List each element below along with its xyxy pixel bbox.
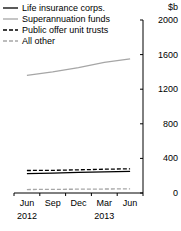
x-tick-label: Jun 2012 (17, 198, 37, 221)
y-tick (140, 20, 143, 21)
series-line (27, 169, 130, 171)
y-tick (140, 158, 143, 159)
x-tick (143, 193, 144, 196)
x-tick-label: Jun (123, 198, 138, 208)
x-tick-label-line: Dec (70, 198, 87, 208)
x-tick-label-line: Jun (20, 198, 35, 208)
x-tick (65, 193, 66, 196)
y-tick-label: 800 (163, 119, 178, 129)
x-tick (14, 193, 15, 196)
y-tick-label: 400 (163, 153, 178, 163)
x-tick-label-line: 2012 (17, 211, 37, 221)
x-tick (91, 193, 92, 196)
x-tick-label: Mar 2013 (94, 198, 114, 221)
legend-label: Life insurance corps. (22, 3, 105, 13)
plot-area (27, 59, 130, 190)
legend-swatch (3, 29, 18, 30)
x-tick-label-line: Jun (123, 198, 138, 208)
x-axis (14, 193, 143, 194)
x-tick-label-line: Mar (97, 198, 113, 208)
series-line (27, 188, 130, 190)
chart: 0 400 800 1200 1600 2000 $b Jun 2012 Sep Dec Mar 201… (0, 0, 181, 231)
x-tick-label: Sep (45, 198, 61, 208)
y-tick (140, 123, 143, 124)
x-tick-label-line: 2013 (94, 211, 114, 221)
series-line (27, 171, 130, 173)
y-tick-label: 1600 (158, 50, 178, 60)
legend-label: Public offer unit trusts (22, 25, 109, 35)
legend-swatch (3, 7, 18, 8)
x-tick-label: Dec (70, 198, 87, 208)
x-tick (39, 193, 40, 196)
y-tick-label: 0 (173, 188, 178, 198)
legend-label: All other (22, 36, 55, 46)
series-line (27, 59, 130, 75)
x-tick-label-line: Sep (45, 198, 61, 208)
legend-swatch (3, 40, 18, 41)
y-tick (140, 54, 143, 55)
x-tick (117, 193, 118, 196)
legend-label: Superannuation funds (22, 14, 111, 24)
y-tick (140, 89, 143, 90)
y-tick-label: 1200 (158, 84, 178, 94)
y-axis-label: $b (168, 2, 178, 12)
y-tick-label: 2000 (158, 15, 178, 25)
legend-swatch (3, 18, 18, 19)
y-axis (143, 20, 144, 193)
